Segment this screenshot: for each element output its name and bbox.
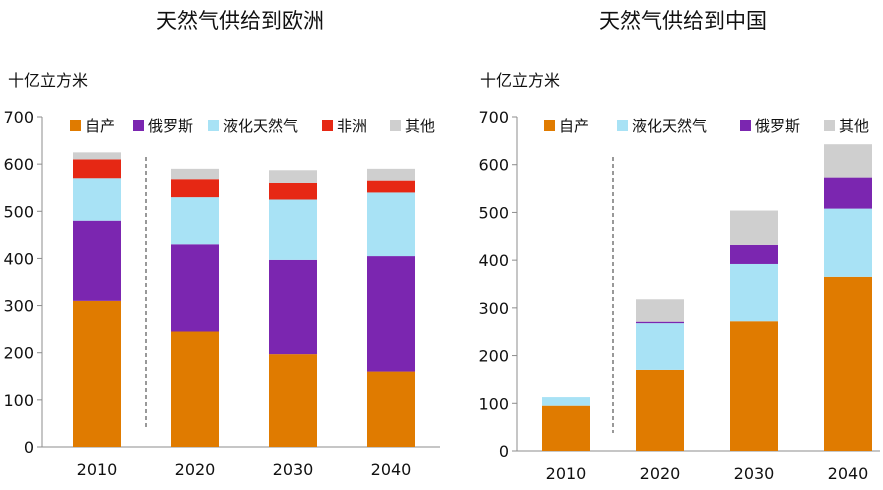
bar-segment (73, 152, 121, 160)
y-tick-label: 700 (478, 108, 509, 127)
bar-segment (73, 159, 121, 179)
bar-segment (367, 168, 415, 181)
bar-segment (171, 179, 219, 198)
bar-segment (73, 300, 121, 447)
bar-segment (542, 405, 590, 451)
legend-label: 俄罗斯 (755, 117, 800, 135)
x-tick-label: 2010 (546, 464, 587, 483)
y-tick-label: 200 (478, 347, 509, 366)
y-tick-label: 300 (478, 299, 509, 318)
legend-swatch (390, 120, 401, 131)
y-tick-label: 300 (3, 297, 34, 316)
legend-swatch (208, 120, 219, 131)
legend-swatch (133, 120, 144, 131)
legend-label: 液化天然气 (223, 117, 298, 135)
unit-label: 十亿立方米 (8, 71, 88, 90)
y-tick-label: 400 (478, 251, 509, 270)
chart-title: 天然气供给到中国 (599, 9, 767, 33)
legend-swatch (824, 120, 835, 131)
legend-swatch (617, 120, 628, 131)
bar-segment (73, 220, 121, 301)
y-tick-label: 100 (3, 391, 34, 410)
legend-label: 其他 (839, 117, 869, 135)
legend-label: 俄罗斯 (148, 117, 193, 135)
bar-segment (367, 180, 415, 193)
x-tick-label: 2020 (175, 460, 216, 479)
y-tick-label: 100 (478, 394, 509, 413)
legend-swatch (322, 120, 333, 131)
bar-segment (824, 276, 872, 451)
y-tick-label: 600 (478, 156, 509, 175)
legend: 自产 俄罗斯 液化天然气 非洲 其他 (70, 117, 435, 135)
y-tick-label: 200 (3, 344, 34, 363)
legend-label: 液化天然气 (632, 117, 707, 135)
y-tick-label: 0 (24, 438, 34, 457)
x-tick-label: 2030 (273, 460, 314, 479)
x-tick-label: 2020 (640, 464, 681, 483)
legend-swatch (544, 120, 555, 131)
y-tick-label: 0 (499, 442, 509, 461)
bar-segment (269, 199, 317, 260)
legend-label: 非洲 (337, 117, 367, 135)
bar-segment (824, 144, 872, 178)
bar-segment (171, 197, 219, 245)
bar-segment (171, 168, 219, 180)
bar-segment (636, 321, 684, 324)
bar-segment (367, 371, 415, 447)
legend-label: 自产 (85, 117, 115, 135)
bar-segment (730, 210, 778, 245)
y-tick-label: 600 (3, 155, 34, 174)
x-tick-label: 2040 (371, 460, 412, 479)
bar-segment (824, 208, 872, 277)
legend-label: 其他 (405, 117, 435, 135)
bar-segment (269, 170, 317, 183)
y-tick-label: 700 (3, 108, 34, 127)
bar-segment (367, 256, 415, 372)
bar-segment (171, 244, 219, 332)
x-tick-label: 2030 (734, 464, 775, 483)
bar-segment (636, 299, 684, 322)
legend: 自产 液化天然气 俄罗斯 其他 (544, 117, 869, 135)
bar-segment (269, 183, 317, 200)
bar-segment (636, 369, 684, 451)
bar-segment (367, 192, 415, 257)
legend-swatch (740, 120, 751, 131)
x-tick-label: 2040 (828, 464, 869, 483)
y-tick-label: 400 (3, 249, 34, 268)
bar-segment (730, 321, 778, 451)
legend-swatch (70, 120, 81, 131)
y-tick-label: 500 (478, 203, 509, 222)
bar-segment (730, 244, 778, 264)
chart-title: 天然气供给到欧洲 (156, 9, 324, 33)
bar-segment (542, 397, 590, 406)
bar-segment (636, 323, 684, 370)
bar-segment (171, 331, 219, 447)
bar-segment (269, 354, 317, 447)
bar-segment (730, 263, 778, 322)
bar-segment (269, 259, 317, 355)
bar-segment (73, 178, 121, 221)
unit-label: 十亿立方米 (480, 71, 560, 90)
x-tick-label: 2010 (77, 460, 118, 479)
legend-label: 自产 (559, 117, 589, 135)
y-tick-label: 500 (3, 202, 34, 221)
bar-segment (824, 177, 872, 209)
